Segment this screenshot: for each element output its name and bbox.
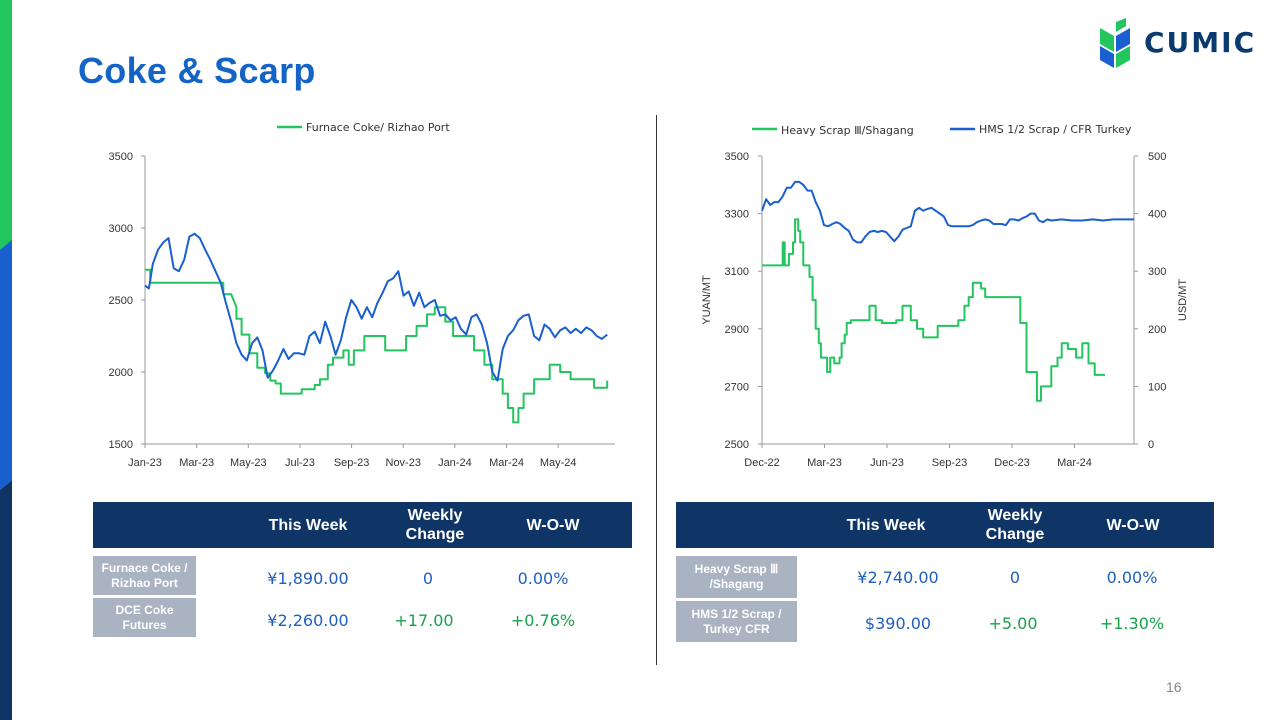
logo-mark-icon [1100,18,1130,68]
change-dce-coke: +17.00 [394,611,454,630]
price-hms-scrap: $390.00 [864,614,932,633]
wow-furnace-coke: 0.00% [517,569,569,588]
x-tick-label: May-23 [230,457,267,469]
x-tick-label: Sep-23 [932,457,967,469]
row-label-heavy-scrap: Heavy Scrap Ⅲ /Shagang [676,556,797,598]
series-line-hms-1-2-scrap-cfr-turkey [761,180,1134,244]
wow-heavy-scrap: 0.00% [1106,568,1158,587]
x-tick-label: Jan-23 [128,457,162,469]
legend-label: HMS 1/2 Scrap / CFR Turkey [979,123,1132,136]
vertical-divider [656,115,657,665]
col-this-week: This Week [268,516,348,534]
y-tick-label: 1500 [109,439,133,451]
x-tick-label: Dec-23 [994,457,1029,469]
x-tick-label: Mar-23 [807,457,842,469]
series-line-dce-coke-futures [144,232,608,382]
x-tick-label: Dec-22 [744,457,779,469]
cumic-logo: CUMIC [1096,18,1256,70]
page-number: 16 [1166,679,1182,695]
y-right-tick-label: 500 [1148,151,1166,163]
col-weekly-change: Weekly Change [405,507,465,543]
series-line-heavy-scrap-shagang [762,218,1106,402]
x-tick-label: Jan-24 [438,457,472,469]
series-line-furnace-coke-rizhao-port [145,268,609,424]
y-left-tick-label: 3300 [725,209,749,221]
price-dce-coke: ¥2,260.00 [267,611,349,630]
legend-label: Furnace Coke/ Rizhao Port [306,121,450,134]
col-weekly-change: Weekly Change [985,507,1045,543]
x-tick-label: Jul-23 [285,457,315,469]
x-tick-label: May-24 [540,457,577,469]
row-label-dce-coke: DCE Coke Futures [93,598,196,637]
col-wow: W-O-W [526,516,580,534]
side-accent-bar [0,0,12,720]
y-left-axis-label: YUAN/MT [701,275,713,325]
coke-chart: 1500 2000 2500 3000 3500 Jan-23 Mar-23 May-23 Ju… [90,115,630,475]
y-right-tick-label: 0 [1148,439,1154,451]
y-right-tick-label: 200 [1148,324,1166,336]
y-left-tick-label: 3500 [725,151,749,163]
wow-dce-coke: +0.76% [510,611,576,630]
col-this-week: This Week [846,516,926,534]
table-header: This Week Weekly Change W-O-W [676,502,1214,548]
x-tick-label: Mar-23 [179,457,214,469]
x-tick-label: Sep-23 [334,457,369,469]
y-right-axis-label: USD/MT [1177,279,1189,321]
x-tick-label: Nov-23 [386,457,421,469]
x-tick-label: Mar-24 [489,457,524,469]
logo-text: CUMIC [1144,26,1257,59]
x-tick-label: Jun-23 [870,457,904,469]
table-header: This Week Weekly Change W-O-W [93,502,632,548]
y-right-tick-label: 100 [1148,381,1166,393]
y-left-tick-label: 2500 [725,439,749,451]
price-furnace-coke: ¥1,890.00 [267,569,349,588]
y-left-tick-label: 3100 [725,266,749,278]
price-heavy-scrap: ¥2,740.00 [857,568,939,587]
change-furnace-coke: 0 [422,569,434,588]
y-tick-label: 2000 [109,367,133,379]
y-right-tick-label: 400 [1148,209,1166,221]
row-label-hms-scrap: HMS 1/2 Scrap / Turkey CFR [676,601,797,642]
wow-hms-scrap: +1.30% [1099,614,1165,633]
legend-label: Heavy Scrap Ⅲ/Shagang [781,124,914,137]
y-right-tick-label: 300 [1148,266,1166,278]
change-hms-scrap: +5.00 [988,614,1038,633]
y-tick-label: 3500 [109,151,133,163]
y-tick-label: 2500 [109,295,133,307]
y-left-tick-label: 2700 [725,381,749,393]
x-tick-label: Mar-24 [1057,457,1092,469]
y-tick-label: 3000 [109,223,133,235]
col-wow: W-O-W [1106,516,1160,534]
row-label-furnace-coke: Furnace Coke / Rizhao Port [93,556,196,595]
y-left-tick-label: 2900 [725,324,749,336]
change-heavy-scrap: 0 [1009,568,1021,587]
scrap-chart: 2500 2700 2900 3100 3300 3500 0 100 200 300 400 500… [690,115,1230,475]
page-title: Coke & Scarp [78,50,316,91]
